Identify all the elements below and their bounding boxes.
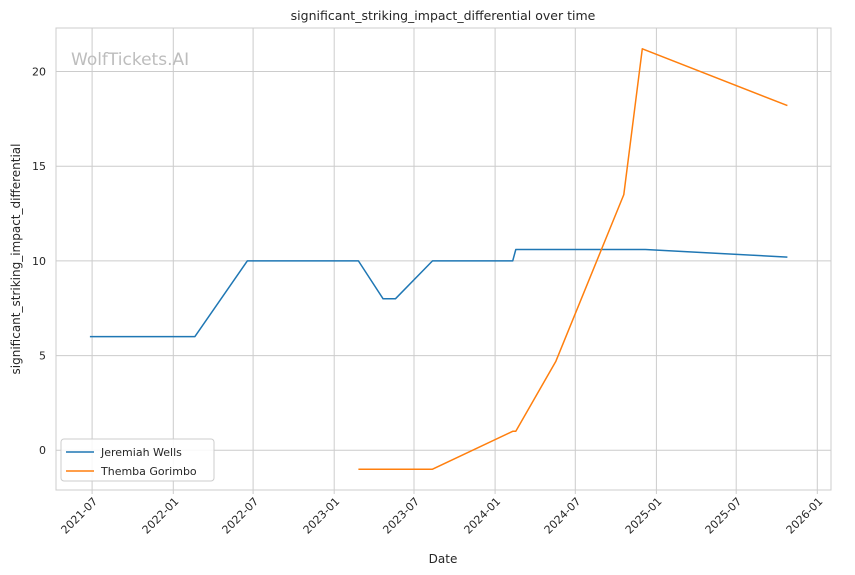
- legend: Jeremiah Wells Themba Gorimbo: [60, 438, 215, 482]
- series-line-themba-gorimbo: [358, 48, 788, 470]
- y-tick-label: 0: [39, 444, 46, 457]
- series-line-jeremiah-wells: [89, 248, 788, 338]
- chart-title: significant_striking_impact_differential…: [291, 8, 596, 23]
- y-tick-label: 5: [39, 350, 46, 363]
- y-axis-title: significant_striking_impact_differential: [9, 144, 23, 375]
- y-axis-ticks: 0 5 10 15 20: [32, 66, 46, 458]
- y-tick-label: 10: [32, 255, 46, 268]
- legend-label-themba-gorimbo: Themba Gorimbo: [100, 465, 197, 478]
- y-tick-label: 15: [32, 160, 46, 173]
- legend-label-jeremiah-wells: Jeremiah Wells: [100, 446, 182, 459]
- y-tick-label: 20: [32, 66, 46, 79]
- watermark: WolfTickets.AI: [71, 50, 189, 70]
- x-axis-title: Date: [429, 552, 458, 566]
- legend-box: [60, 438, 215, 482]
- series-lines: [89, 48, 788, 470]
- plot-area-frame: [55, 27, 832, 491]
